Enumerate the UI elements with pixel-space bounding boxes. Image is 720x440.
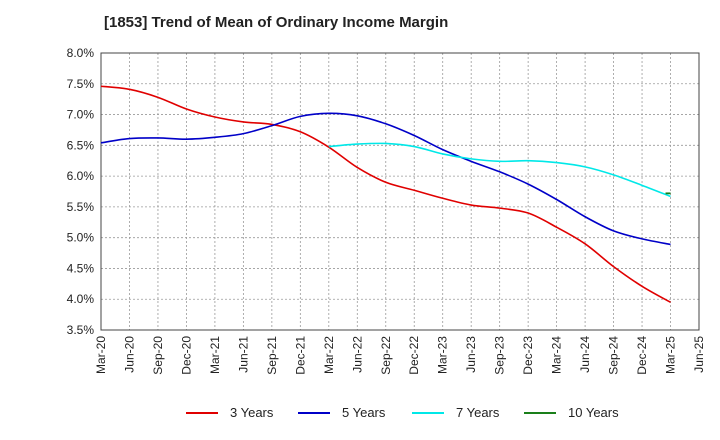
legend-item-7-years: 7 Years: [412, 405, 499, 420]
x-tick-label: Jun-22: [350, 336, 364, 373]
x-tick-label: Sep-21: [265, 336, 279, 375]
x-tick-label: Mar-23: [436, 336, 450, 374]
series-line-5-years: [100, 112, 671, 246]
y-tick-label: 7.5%: [67, 77, 95, 91]
x-tick-label: Sep-24: [607, 336, 621, 375]
y-tick-label: 4.0%: [67, 292, 95, 306]
x-tick-labels: Mar-20 Jun-20 Sep-20 Dec-20 Mar-21 Jun-21 Sep-…: [94, 336, 706, 375]
y-tick-labels: 3.5% 4.0% 4.5% 5.0% 5.5% 6.0% 6.5% 7.0% 7.5% 8.0%: [67, 46, 95, 337]
y-tick-label: 4.5%: [67, 261, 95, 275]
x-tick-label: Dec-20: [179, 336, 193, 375]
grid-layer: [100, 52, 700, 331]
legend-label: 5 Years: [342, 405, 386, 420]
chart-title: [1853] Trend of Mean of Ordinary Income …: [104, 14, 449, 31]
x-tick-label: Jun-20: [122, 336, 136, 373]
legend-item-10-years: 10 Years: [524, 405, 619, 420]
x-tick-label: Sep-20: [151, 336, 165, 375]
y-tick-label: 6.0%: [67, 169, 95, 183]
legend-item-5-years: 5 Years: [298, 405, 385, 420]
x-tick-label: Jun-23: [464, 336, 478, 373]
y-tick-label: 6.5%: [67, 138, 95, 152]
y-tick-label: 3.5%: [67, 323, 95, 337]
x-tick-label: Jun-21: [236, 336, 250, 373]
x-tick-label: Dec-24: [635, 336, 649, 375]
series-layer: [100, 85, 671, 303]
y-tick-label: 5.5%: [67, 200, 95, 214]
series-line-3-years: [100, 85, 671, 303]
x-tick-label: Sep-23: [493, 336, 507, 375]
series-line-7-years: [328, 142, 671, 198]
x-tick-label: Mar-22: [322, 336, 336, 374]
x-tick-label: Mar-25: [664, 336, 678, 374]
y-tick-label: 7.0%: [67, 108, 95, 122]
x-tick-label: Jun-24: [578, 336, 592, 373]
axis-layer: [100, 52, 700, 331]
legend-swatch: [186, 411, 218, 414]
x-tick-label: Mar-24: [550, 336, 564, 374]
legend-label: 10 Years: [568, 405, 619, 420]
y-tick-label: 5.0%: [67, 231, 95, 245]
y-tick-label: 8.0%: [67, 46, 95, 60]
legend-swatch: [524, 411, 556, 414]
plot-frame: [100, 52, 700, 331]
x-tick-label: Dec-23: [521, 336, 535, 375]
legend-swatch: [412, 411, 444, 414]
legend-label: 7 Years: [456, 405, 500, 420]
legend-swatch: [298, 411, 330, 414]
x-tick-label: Jun-25: [692, 336, 706, 373]
legend-item-3-years: 3 Years: [186, 405, 273, 420]
x-tick-label: Mar-20: [94, 336, 108, 374]
x-tick-label: Dec-22: [407, 336, 421, 375]
legend-label: 3 Years: [230, 405, 274, 420]
x-tick-label: Sep-22: [379, 336, 393, 375]
legend: 3 Years 5 Years 7 Years 10 Years: [0, 405, 720, 425]
x-tick-label: Mar-21: [208, 336, 222, 374]
x-tick-label: Dec-21: [293, 336, 307, 375]
